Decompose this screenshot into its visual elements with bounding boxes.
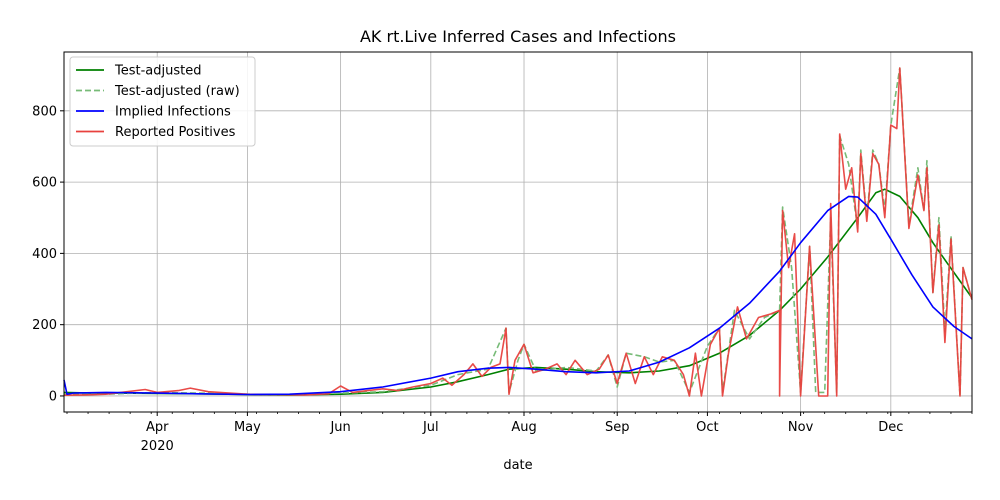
x-axis: Apr 2020 May Jun Jul Aug Sep Oct Nov Dec [66,412,973,454]
plot-frame [63,51,973,413]
legend-label: Test-adjusted (raw) [114,84,240,99]
y-axis: 0 200 400 600 800 [32,104,64,404]
y-tick-label: 200 [32,318,57,333]
series-layer [63,67,973,397]
x-tick-label: Sep [605,420,630,435]
x-tick-label: Dec [878,420,903,435]
y-tick-label: 600 [32,176,57,191]
x-tick-label: Jul [422,420,439,435]
x-tick-label: Jun [329,420,350,435]
x-tick-sublabel: 2020 [141,439,174,454]
x-axis-label: date [503,458,532,473]
y-tick-label: 0 [49,389,57,404]
legend-box [69,56,256,147]
legend-label: Reported Positives [115,125,236,140]
legend-label: Test-adjusted [114,64,201,79]
y-tick-label: 800 [32,104,57,119]
x-tick-label: May [234,420,261,435]
series-line-implied-infections [63,195,973,396]
legend: Test-adjusted Test-adjusted (raw) Implied … [69,56,256,147]
x-tick-label: Oct [696,420,718,435]
legend-label: Implied Infections [115,105,231,120]
series-line-test-adjusted-raw [64,67,973,397]
x-tick-label: Apr [146,420,169,435]
x-tick-label: Nov [788,420,814,435]
chart-title: AK rt.Live Inferred Cases and Infections [360,27,676,46]
y-tick-label: 400 [32,247,57,262]
x-tick-label: Aug [511,420,536,435]
series-line-reported-positives [63,67,973,397]
